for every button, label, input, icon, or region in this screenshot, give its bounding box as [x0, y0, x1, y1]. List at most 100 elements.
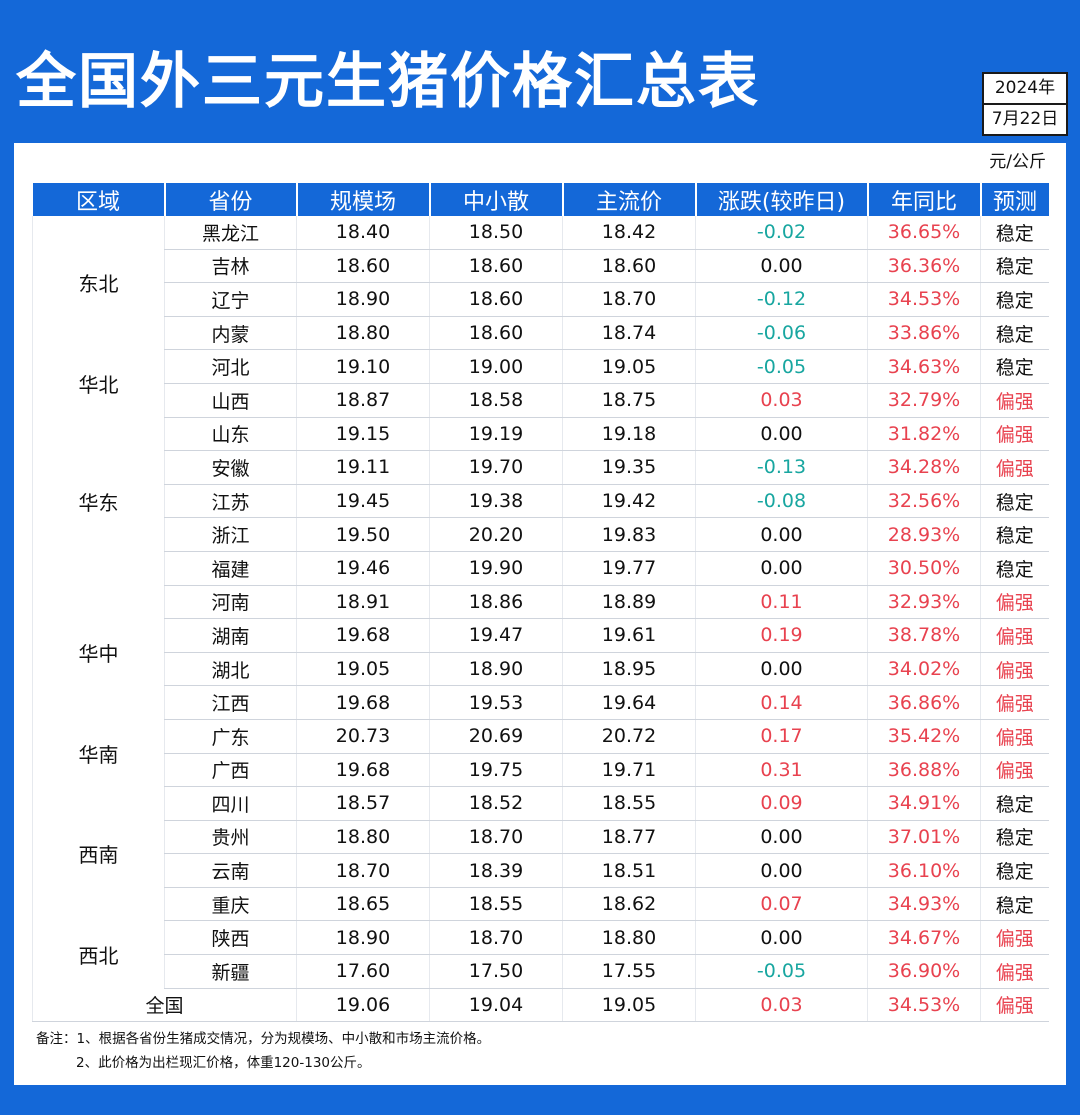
large-farm-cell: 18.90 — [296, 920, 430, 956]
yoy-cell: 32.93% — [867, 585, 981, 620]
large-farm-cell: 19.45 — [296, 484, 430, 519]
main-price-cell: 18.70 — [562, 282, 696, 317]
main-price-cell: 18.80 — [562, 920, 696, 956]
change-cell: 0.00 — [695, 920, 868, 956]
forecast-cell: 稳定 — [980, 349, 1049, 384]
main-price-cell: 18.42 — [562, 216, 696, 250]
forecast-cell: 偏强 — [980, 417, 1049, 452]
table-row: 安徽 19.11 19.70 19.35 -0.13 34.28% 偏强 — [33, 450, 1049, 485]
large-farm-cell: 19.68 — [296, 753, 430, 788]
header-change: 涨跌(较昨日) — [695, 183, 869, 216]
main-price-cell: 18.75 — [562, 383, 696, 418]
small-farm-cell: 19.38 — [429, 484, 563, 519]
province-cell: 湖北 — [164, 652, 297, 687]
small-farm-cell: 17.50 — [429, 954, 563, 989]
main-price-cell: 19.35 — [562, 450, 696, 485]
small-farm-cell: 20.69 — [429, 719, 563, 754]
header-region: 区域 — [32, 183, 166, 216]
province-cell: 湖南 — [164, 618, 297, 653]
notes: 备注：1、根据各省份生猪成交情况，分为规模场、中小散和市场主流价格。 2、此价格… — [36, 1027, 490, 1075]
large-farm-cell: 19.15 — [296, 417, 430, 452]
province-cell: 山西 — [164, 383, 297, 418]
province-cell: 安徽 — [164, 450, 297, 485]
date-year: 2024年 — [994, 78, 1056, 98]
unit-label: 元/公斤 — [989, 152, 1046, 172]
region-cell: 华南 — [32, 719, 165, 787]
header-yoy: 年同比 — [867, 183, 982, 216]
table-card: 元/公斤 区域 省份 规模场 中小散 主流价 涨跌(较昨日) 年同比 预测 东北… — [14, 143, 1066, 1085]
small-farm-cell: 18.60 — [429, 282, 563, 317]
small-farm-cell: 19.00 — [429, 349, 563, 384]
province-cell: 重庆 — [164, 887, 297, 922]
table-row: 华东 山东 19.15 19.19 19.18 0.00 31.82% 偏强 — [32, 417, 1049, 586]
forecast-cell: 偏强 — [980, 618, 1049, 653]
region-cell: 西北 — [32, 920, 165, 989]
yoy-cell: 36.10% — [867, 853, 981, 888]
change-cell: 0.03 — [695, 988, 868, 1023]
yoy-cell: 36.90% — [867, 954, 981, 989]
forecast-cell: 稳定 — [980, 551, 1049, 586]
forecast-cell: 稳定 — [980, 282, 1049, 317]
yoy-cell: 34.93% — [867, 887, 981, 922]
change-cell: 0.17 — [695, 719, 868, 754]
table-row: 华中 河南 18.91 18.86 18.89 0.11 32.93% 偏强 — [32, 585, 1049, 720]
table-row: 东北 黑龙江 18.40 18.50 18.42 -0.02 36.65% 稳定 — [32, 216, 1049, 350]
table-row: 浙江 19.50 20.20 19.83 0.00 28.93% 稳定 — [33, 517, 1049, 552]
large-farm-cell: 17.60 — [296, 954, 430, 989]
price-table: 区域 省份 规模场 中小散 主流价 涨跌(较昨日) 年同比 预测 东北 黑龙江 18… — [32, 183, 1049, 1023]
small-farm-cell: 18.60 — [429, 249, 563, 284]
change-cell: 0.00 — [695, 551, 868, 586]
table-body: 东北 黑龙江 18.40 18.50 18.42 -0.02 36.65% 稳定 吉林 18.60… — [32, 216, 1049, 1023]
forecast-cell: 稳定 — [980, 249, 1049, 284]
main-price-cell: 17.55 — [562, 954, 696, 989]
large-farm-cell: 19.11 — [296, 450, 430, 485]
small-farm-cell: 18.60 — [429, 316, 563, 351]
province-cell: 陕西 — [164, 920, 297, 956]
yoy-cell: 30.50% — [867, 551, 981, 586]
forecast-cell: 稳定 — [980, 786, 1049, 821]
forecast-cell: 稳定 — [980, 853, 1049, 888]
table-row: 华南 广东 20.73 20.69 20.72 0.17 35.42% 偏强 — [32, 719, 1049, 787]
forecast-cell: 偏强 — [980, 585, 1049, 620]
large-farm-cell: 18.70 — [296, 853, 430, 888]
yoy-cell: 36.88% — [867, 753, 981, 788]
forecast-cell: 偏强 — [980, 920, 1049, 956]
forecast-cell: 偏强 — [980, 685, 1049, 720]
change-cell: 0.00 — [695, 820, 868, 855]
header-main-price: 主流价 — [562, 183, 697, 216]
table-row: 辽宁 18.90 18.60 18.70 -0.12 34.53% 稳定 — [33, 282, 1049, 317]
change-cell: 0.00 — [695, 249, 868, 284]
province-cell: 内蒙 — [164, 316, 297, 351]
province-cell: 吉林 — [164, 249, 297, 284]
yoy-cell: 34.53% — [867, 988, 981, 1023]
main-price-cell: 20.72 — [562, 719, 696, 754]
note-1: 备注：1、根据各省份生猪成交情况，分为规模场、中小散和市场主流价格。 — [36, 1031, 491, 1047]
page-title: 全国外三元生猪价格汇总表 — [16, 47, 760, 117]
main-price-cell: 18.77 — [562, 820, 696, 855]
large-farm-cell: 19.06 — [296, 988, 430, 1023]
table-row: 贵州 18.80 18.70 18.77 0.00 37.01% 稳定 — [33, 820, 1049, 855]
yoy-cell: 34.91% — [867, 786, 981, 821]
region-cell: 东北 — [32, 216, 165, 350]
yoy-cell: 33.86% — [867, 316, 981, 351]
forecast-cell: 偏强 — [980, 719, 1049, 754]
forecast-cell: 偏强 — [980, 450, 1049, 485]
forecast-cell: 稳定 — [980, 216, 1049, 250]
table-row: 江苏 19.45 19.38 19.42 -0.08 32.56% 稳定 — [33, 484, 1049, 519]
national-row: 全国 19.06 19.04 19.05 0.03 34.53% 偏强 — [32, 988, 1049, 1023]
large-farm-cell: 18.57 — [296, 786, 430, 821]
main-price-cell: 18.62 — [562, 887, 696, 922]
forecast-cell: 稳定 — [980, 316, 1049, 351]
large-farm-cell: 19.68 — [296, 618, 430, 653]
table-row: 云南 18.70 18.39 18.51 0.00 36.10% 稳定 — [33, 853, 1049, 888]
small-farm-cell: 19.47 — [429, 618, 563, 653]
change-cell: 0.00 — [695, 853, 868, 888]
large-farm-cell: 18.65 — [296, 887, 430, 922]
forecast-cell: 稳定 — [980, 820, 1049, 855]
main-price-cell: 18.60 — [562, 249, 696, 284]
table-row: 西北 陕西 18.90 18.70 18.80 0.00 34.67% 偏强 — [32, 920, 1049, 989]
small-farm-cell: 18.58 — [429, 383, 563, 418]
yoy-cell: 32.56% — [867, 484, 981, 519]
table-row: 重庆 18.65 18.55 18.62 0.07 34.93% 稳定 — [33, 887, 1049, 922]
change-cell: 0.19 — [695, 618, 868, 653]
